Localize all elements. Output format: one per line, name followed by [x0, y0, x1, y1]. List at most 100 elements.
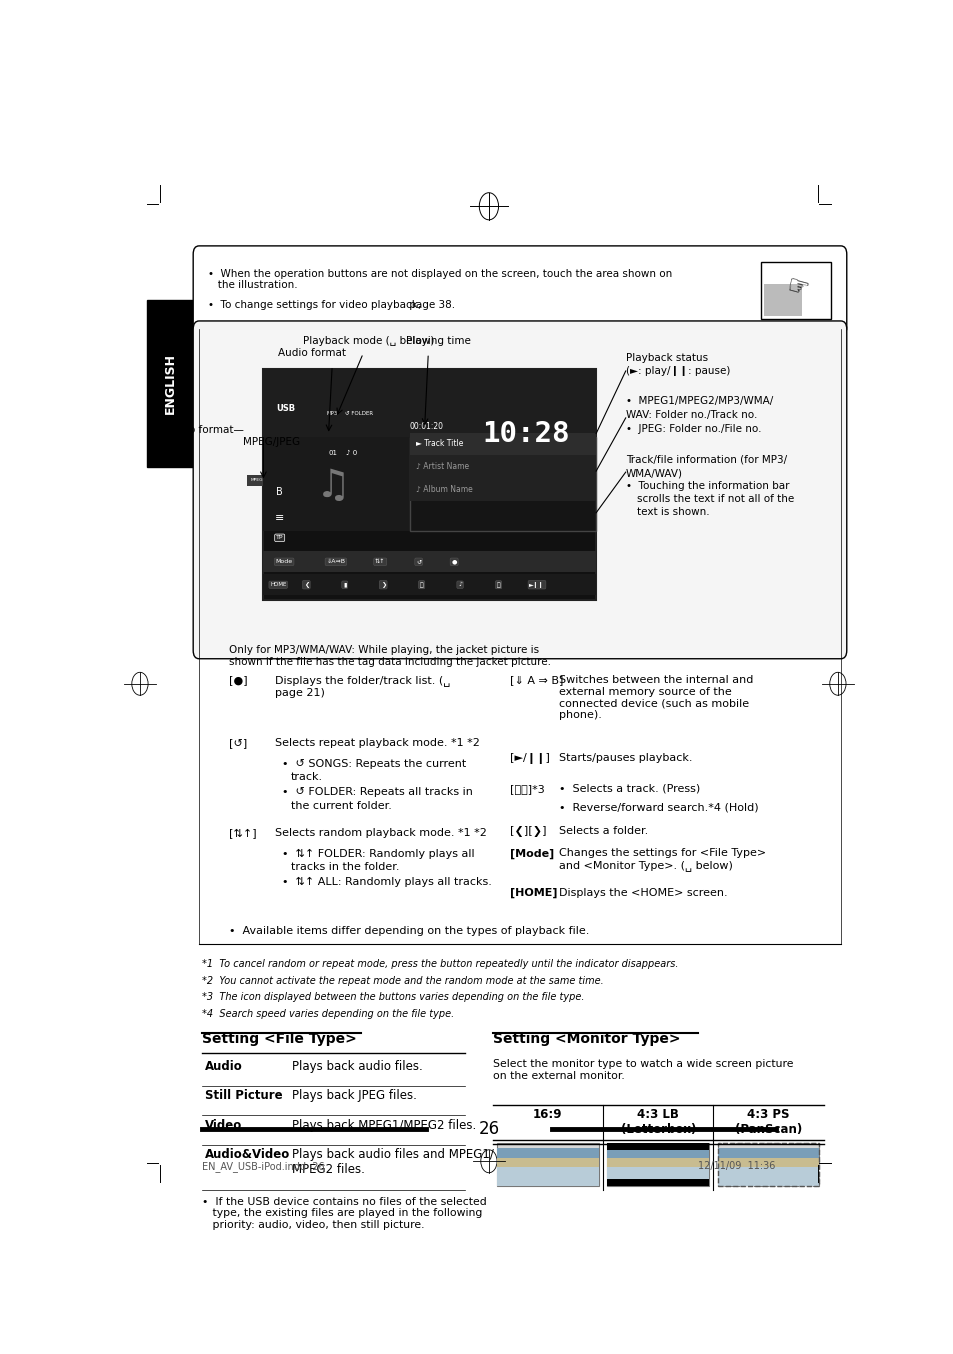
Text: *1  To cancel random or repeat mode, press the button repeatedly until the indic: *1 To cancel random or repeat mode, pres… — [202, 959, 678, 969]
Text: Audio&Video: Audio&Video — [205, 1148, 290, 1160]
Text: Plays back JPEG files.: Plays back JPEG files. — [292, 1090, 416, 1102]
Text: [⇅↑]: [⇅↑] — [229, 827, 256, 838]
Text: Plays back MPEG1/MPEG2 files.: Plays back MPEG1/MPEG2 files. — [292, 1118, 476, 1132]
Bar — [717, 1167, 819, 1186]
Bar — [497, 1167, 598, 1186]
Bar — [410, 455, 596, 478]
Text: scrolls the text if not all of the: scrolls the text if not all of the — [637, 494, 793, 505]
Text: MPEG: MPEG — [251, 478, 263, 482]
Bar — [497, 1154, 598, 1167]
Text: 01: 01 — [328, 451, 337, 456]
Text: [►/❙❙]: [►/❙❙] — [509, 753, 549, 764]
Text: ≡: ≡ — [274, 513, 284, 523]
Text: 16:9: 16:9 — [533, 1108, 562, 1121]
Bar — [497, 1148, 598, 1158]
Text: ❯: ❯ — [380, 582, 385, 588]
Text: Select the monitor type to watch a wide screen picture
on the external monitor.: Select the monitor type to watch a wide … — [492, 1059, 792, 1080]
Bar — [263, 368, 596, 437]
Bar — [410, 478, 596, 501]
Text: B: B — [276, 487, 283, 497]
Text: TP: TP — [275, 535, 283, 540]
Text: ♪: ♪ — [457, 582, 461, 588]
Text: •  MPEG1/MPEG2/MP3/WMA/: • MPEG1/MPEG2/MP3/WMA/ — [625, 397, 772, 406]
Text: ♪ Artist Name: ♪ Artist Name — [416, 463, 468, 471]
Text: [●]: [●] — [229, 676, 247, 685]
Text: 12/11/09  11:36: 12/11/09 11:36 — [698, 1162, 775, 1171]
Text: •  If the USB device contains no files of the selected
   type, the existing fil: • If the USB device contains no files of… — [202, 1197, 486, 1229]
Text: Selects random playback mode. *1 *2: Selects random playback mode. *1 *2 — [274, 827, 486, 838]
Text: WMA/WAV): WMA/WAV) — [625, 468, 682, 478]
FancyBboxPatch shape — [193, 321, 846, 659]
Bar — [607, 1148, 708, 1158]
Text: Plays back audio files.: Plays back audio files. — [292, 1060, 422, 1074]
Bar — [147, 301, 193, 467]
Text: Audio: Audio — [205, 1060, 242, 1074]
Text: [❮][❯]: [❮][❯] — [509, 826, 545, 837]
Text: ►❙❙: ►❙❙ — [529, 582, 544, 588]
Text: ⇅↑: ⇅↑ — [375, 559, 385, 565]
Text: Setting <File Type>: Setting <File Type> — [202, 1032, 356, 1047]
Bar — [717, 1148, 819, 1158]
Text: Playback mode (␣ below): Playback mode (␣ below) — [302, 336, 434, 347]
Bar — [717, 1143, 819, 1186]
Text: HOME: HOME — [270, 582, 286, 588]
Bar — [410, 432, 596, 455]
Text: ❮: ❮ — [303, 582, 309, 588]
Text: Only for MP3/WMA/WAV: While playing, the jacket picture is
shown if the file has: Only for MP3/WMA/WAV: While playing, the… — [229, 646, 550, 666]
Bar — [760, 261, 830, 320]
Text: Playback status: Playback status — [625, 352, 707, 363]
Text: 00:01:20: 00:01:20 — [409, 421, 442, 431]
Text: ↺: ↺ — [416, 559, 421, 565]
Text: Displays the <HOME> screen.: Displays the <HOME> screen. — [558, 888, 727, 898]
Text: *3  The icon displayed between the buttons varies depending on the file type.: *3 The icon displayed between the button… — [202, 992, 584, 1002]
Text: tracks in the folder.: tracks in the folder. — [291, 862, 399, 872]
Text: ↺ FOLDER: ↺ FOLDER — [344, 412, 373, 416]
Text: EN_AV_USB-iPod.indd  26: EN_AV_USB-iPod.indd 26 — [202, 1160, 324, 1173]
Text: page 38.: page 38. — [406, 301, 455, 310]
Text: Starts/pauses playback.: Starts/pauses playback. — [558, 753, 692, 762]
Text: Selects repeat playback mode. *1 *2: Selects repeat playback mode. *1 *2 — [274, 738, 479, 747]
Bar — [607, 1179, 708, 1186]
FancyBboxPatch shape — [193, 246, 846, 336]
Text: Changes the settings for <File Type>
and <Monitor Type>. (␣ below): Changes the settings for <File Type> and… — [558, 849, 765, 871]
Text: •  Touching the information bar: • Touching the information bar — [625, 481, 788, 492]
Text: ♪ 0: ♪ 0 — [346, 451, 357, 456]
Text: (►: play/❙❙: pause): (►: play/❙❙: pause) — [625, 366, 729, 376]
Text: *4  Search speed varies depending on the file type.: *4 Search speed varies depending on the … — [202, 1009, 454, 1020]
Bar — [410, 437, 596, 531]
Text: ENGLISH: ENGLISH — [164, 353, 176, 414]
Text: 10:28: 10:28 — [481, 420, 569, 448]
Text: ♪ Album Name: ♪ Album Name — [416, 485, 472, 494]
Text: Still Picture: Still Picture — [205, 1090, 282, 1102]
Text: Audio format: Audio format — [278, 348, 346, 359]
Text: •  When the operation buttons are not displayed on the screen, touch the area sh: • When the operation buttons are not dis… — [208, 269, 672, 290]
Text: MPEG/JPEG: MPEG/JPEG — [243, 437, 300, 447]
Text: 26: 26 — [477, 1120, 499, 1137]
Text: [HOME]: [HOME] — [509, 888, 557, 899]
Text: Video format—: Video format— — [166, 425, 243, 436]
Text: *2  You cannot activate the repeat mode and the random mode at the same time.: *2 You cannot activate the repeat mode a… — [202, 976, 603, 986]
Text: [↺]: [↺] — [229, 738, 247, 747]
Text: ⏮: ⏮ — [419, 582, 423, 588]
Text: [⇓ A ⇒ B]: [⇓ A ⇒ B] — [509, 676, 562, 685]
Text: Plays back audio files and MPEG1/
MPEG2 files.: Plays back audio files and MPEG1/ MPEG2 … — [292, 1148, 494, 1175]
Text: text is shown.: text is shown. — [637, 506, 709, 517]
Text: Switches between the internal and
external memory source of the
connected device: Switches between the internal and extern… — [558, 676, 753, 720]
Text: MP3: MP3 — [326, 412, 337, 416]
Bar — [763, 284, 801, 315]
Text: ► Track Title: ► Track Title — [416, 440, 462, 448]
Text: Setting <Monitor Type>: Setting <Monitor Type> — [492, 1032, 679, 1047]
Bar — [607, 1167, 708, 1186]
Bar — [247, 475, 266, 486]
Text: •  ⇅↑ ALL: Randomly plays all tracks.: • ⇅↑ ALL: Randomly plays all tracks. — [282, 876, 491, 887]
Text: ●: ● — [451, 559, 456, 565]
Text: •  ⇅↑ FOLDER: Randomly plays all: • ⇅↑ FOLDER: Randomly plays all — [282, 849, 474, 858]
Text: Displays the folder/track list. (␣
page 21): Displays the folder/track list. (␣ page … — [274, 676, 450, 697]
Text: ▮: ▮ — [343, 582, 346, 588]
Bar — [263, 368, 596, 600]
Text: •  Available items differ depending on the types of playback file.: • Available items differ depending on th… — [229, 926, 588, 936]
Bar — [717, 1154, 819, 1167]
Text: USB: USB — [276, 403, 295, 413]
Bar — [263, 551, 596, 573]
Bar — [607, 1154, 708, 1167]
